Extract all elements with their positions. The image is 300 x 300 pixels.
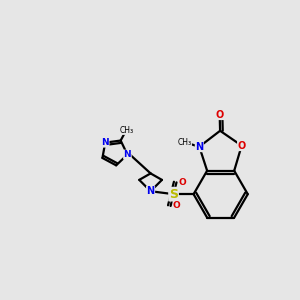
Text: CH₃: CH₃ bbox=[178, 138, 192, 147]
Text: N: N bbox=[195, 142, 203, 152]
Text: N: N bbox=[146, 186, 155, 196]
Text: CH₃: CH₃ bbox=[119, 126, 133, 135]
Text: O: O bbox=[216, 110, 224, 120]
Text: O: O bbox=[173, 201, 181, 210]
Text: O: O bbox=[179, 178, 187, 187]
Text: O: O bbox=[238, 141, 246, 151]
Text: N: N bbox=[101, 138, 109, 147]
Text: S: S bbox=[169, 188, 178, 201]
Text: N: N bbox=[124, 150, 131, 159]
